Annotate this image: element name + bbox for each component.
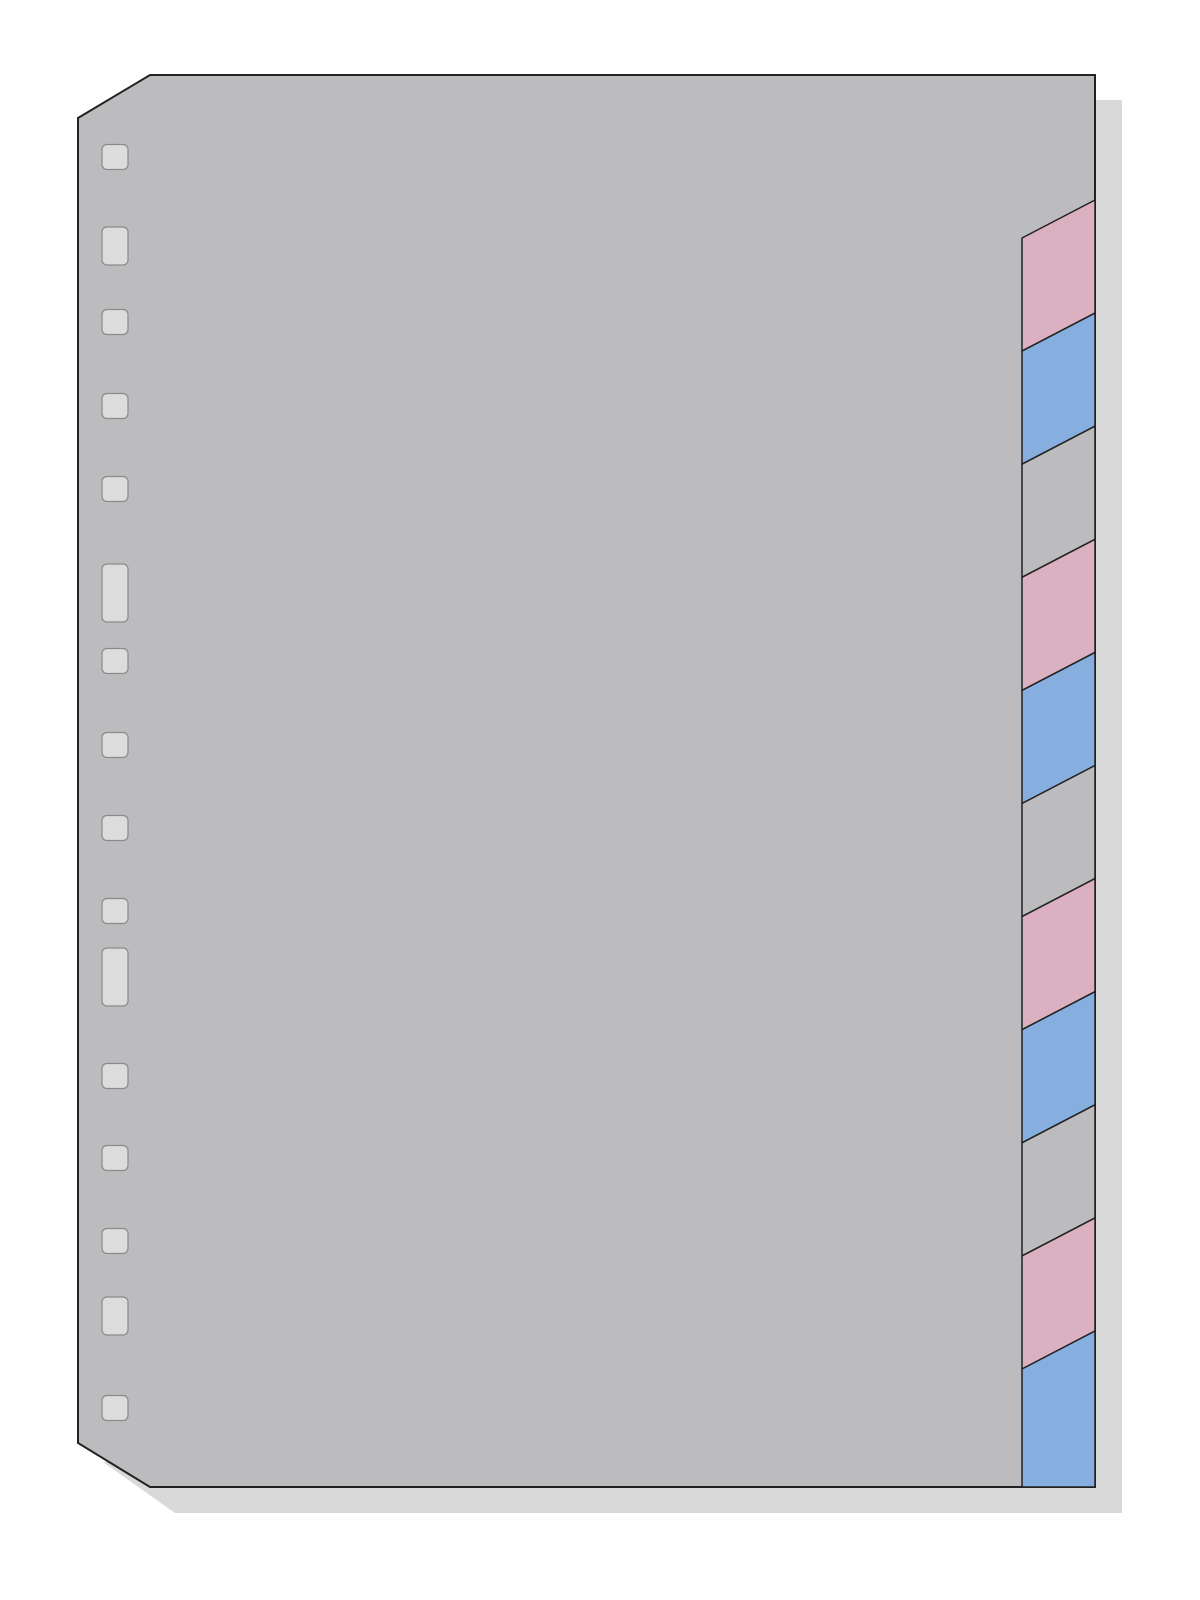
punch-hole-small — [101, 647, 129, 675]
punch-hole-small — [101, 143, 129, 171]
index-tab-blue[interactable] — [1021, 1330, 1096, 1488]
punch-hole-tall — [101, 947, 129, 1007]
index-tabs — [1021, 199, 1096, 1488]
punch-hole-small — [101, 475, 129, 503]
punch-hole-medium — [101, 226, 129, 266]
punch-hole-small — [101, 308, 129, 336]
divider-sheet — [77, 74, 1096, 1488]
punch-hole-small — [101, 1144, 129, 1172]
punch-holes — [101, 143, 129, 1422]
punch-hole-small — [101, 731, 129, 759]
punch-hole-small — [101, 1394, 129, 1422]
punch-hole-small — [101, 1227, 129, 1255]
punch-hole-medium — [101, 1296, 129, 1336]
punch-hole-tall — [101, 563, 129, 623]
punch-hole-small — [101, 897, 129, 925]
punch-hole-small — [101, 1062, 129, 1090]
punch-hole-small — [101, 392, 129, 420]
punch-hole-small — [101, 814, 129, 842]
